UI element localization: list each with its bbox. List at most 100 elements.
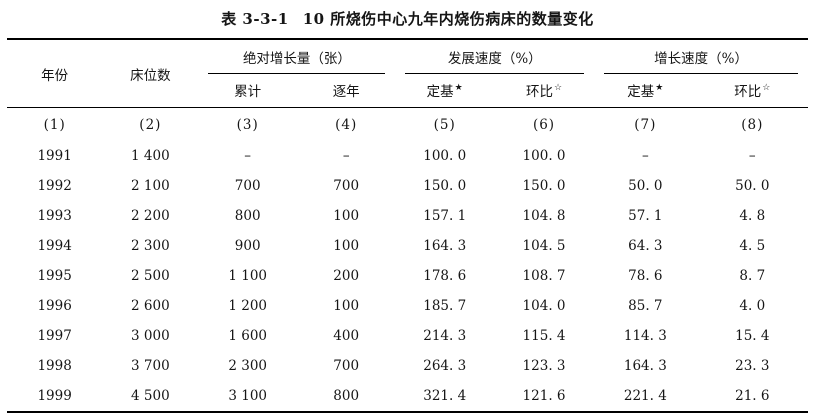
value-cell: 104. 8: [522, 208, 566, 224]
value-cell: 100: [333, 208, 360, 224]
value-cell: –: [244, 148, 252, 164]
value-cell: 2 100: [131, 178, 170, 194]
group-header-row: 年份 床位数 绝对增长量（张） 发展速度（%） 增长速度（%）: [7, 39, 808, 108]
col-header-dev-ring-ratio: 环比☆: [493, 74, 595, 108]
year-cell: 1997: [37, 328, 72, 344]
ring-ratio-label: 环比: [734, 84, 762, 100]
column-index: (5): [433, 117, 456, 133]
value-cell: 1 400: [131, 148, 170, 164]
value-cell: 700: [333, 178, 360, 194]
filled-star-marker: ★: [454, 82, 463, 93]
table-caption: 10 所烧伤中心九年内烧伤病床的数量变化: [302, 10, 594, 28]
value-cell: 21. 6: [735, 388, 770, 404]
value-cell: 64. 3: [628, 238, 663, 254]
value-cell: 100: [333, 298, 360, 314]
value-cell: 2 500: [131, 268, 170, 284]
value-cell: 1 600: [228, 328, 267, 344]
year-cell: 1995: [37, 268, 72, 284]
value-cell: 3 700: [131, 358, 170, 374]
col-group-growth-speed: 增长速度（%）: [594, 39, 808, 74]
value-cell: 214. 3: [423, 328, 467, 344]
table-row: 1992 2 100 700 700 150. 0 150. 0 50. 0 50. 0: [7, 171, 808, 201]
table-row: 1991 1 400 – – 100. 0 100. 0 – –: [7, 141, 808, 171]
value-cell: 221. 4: [623, 388, 667, 404]
open-star-marker: ☆: [762, 82, 771, 93]
value-cell: 8. 7: [739, 268, 766, 284]
column-index: (3): [236, 117, 259, 133]
year-cell: 1993: [37, 208, 72, 224]
group-label-development-speed: 发展速度（%）: [405, 40, 585, 74]
value-cell: 4. 8: [739, 208, 766, 224]
value-cell: 178. 6: [423, 268, 467, 284]
table-row: 1997 3 000 1 600 400 214. 3 115. 4 114. 3 15. 4: [7, 321, 808, 351]
value-cell: 57. 1: [628, 208, 663, 224]
year-cell: 1999: [37, 388, 72, 404]
burn-beds-statistics-table: 年份 床位数 绝对增长量（张） 发展速度（%） 增长速度（%） 累计 逐年 定基…: [7, 38, 808, 413]
value-cell: 115. 4: [522, 328, 566, 344]
table-row: 1996 2 600 1 200 100 185. 7 104. 0 85. 7 4. 0: [7, 291, 808, 321]
value-cell: 2 300: [228, 358, 267, 374]
value-cell: 800: [333, 388, 360, 404]
fixed-base-label: 定基: [426, 84, 454, 100]
year-cell: 1996: [37, 298, 72, 314]
value-cell: 100: [333, 238, 360, 254]
value-cell: 2 600: [131, 298, 170, 314]
fixed-base-label: 定基: [627, 84, 655, 100]
value-cell: 150. 0: [522, 178, 566, 194]
value-cell: 185. 7: [423, 298, 467, 314]
year-cell: 1998: [37, 358, 72, 374]
col-header-cumulative: 累计: [198, 74, 297, 108]
value-cell: 164. 3: [423, 238, 467, 254]
table-body: (1) (2) (3) (4) (5) (6) (7) (8) 1991 1 40…: [7, 108, 808, 413]
value-cell: 2 200: [131, 208, 170, 224]
value-cell: 23. 3: [735, 358, 770, 374]
col-header-year: 年份: [7, 39, 103, 108]
value-cell: 108. 7: [522, 268, 566, 284]
col-header-beds: 床位数: [102, 39, 199, 108]
value-cell: 264. 3: [423, 358, 467, 374]
value-cell: 104. 0: [522, 298, 566, 314]
col-group-development-speed: 发展速度（%）: [395, 39, 594, 74]
table-title: 表 3-3-1 10 所烧伤中心九年内烧伤病床的数量变化: [7, 0, 808, 38]
value-cell: –: [342, 148, 350, 164]
year-cell: 1992: [37, 178, 72, 194]
value-cell: 104. 5: [522, 238, 566, 254]
sub-header-row: 累计 逐年 定基★ 环比☆ 定基★ 环比☆: [7, 74, 808, 108]
column-index: (8): [741, 117, 764, 133]
value-cell: –: [641, 148, 649, 164]
column-index: (1): [43, 117, 66, 133]
col-group-absolute-increase: 绝对增长量（张）: [198, 39, 395, 74]
year-cell: 1991: [37, 148, 72, 164]
year-cell: 1994: [37, 238, 72, 254]
value-cell: 900: [234, 238, 261, 254]
value-cell: –: [748, 148, 756, 164]
col-header-year-by-year: 逐年: [296, 74, 396, 108]
column-index: (4): [335, 117, 358, 133]
table-number: 表 3-3-1: [221, 10, 289, 28]
value-cell: 100. 0: [423, 148, 467, 164]
column-index-row: (1) (2) (3) (4) (5) (6) (7) (8): [7, 108, 808, 142]
value-cell: 85. 7: [628, 298, 663, 314]
col-header-growth-fixed-base: 定基★: [594, 74, 697, 108]
value-cell: 114. 3: [623, 328, 667, 344]
value-cell: 4 500: [131, 388, 170, 404]
value-cell: 3 100: [228, 388, 267, 404]
filled-star-marker: ★: [655, 82, 664, 93]
col-header-growth-ring-ratio: 环比☆: [696, 74, 808, 108]
value-cell: 321. 4: [423, 388, 467, 404]
value-cell: 4. 0: [739, 298, 766, 314]
value-cell: 200: [333, 268, 360, 284]
value-cell: 400: [333, 328, 360, 344]
group-label-growth-speed: 增长速度（%）: [604, 40, 798, 74]
value-cell: 123. 3: [522, 358, 566, 374]
column-index: (6): [532, 117, 556, 133]
value-cell: 4. 5: [739, 238, 766, 254]
value-cell: 15. 4: [735, 328, 770, 344]
value-cell: 3 000: [131, 328, 170, 344]
value-cell: 150. 0: [423, 178, 467, 194]
table-row: 1993 2 200 800 100 157. 1 104. 8 57. 1 4. 8: [7, 201, 808, 231]
value-cell: 50. 0: [735, 178, 770, 194]
value-cell: 157. 1: [423, 208, 467, 224]
open-star-marker: ☆: [553, 82, 563, 93]
